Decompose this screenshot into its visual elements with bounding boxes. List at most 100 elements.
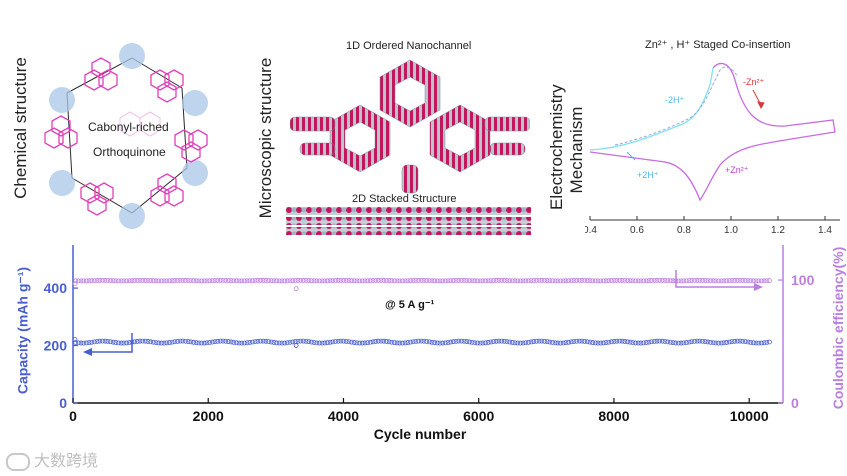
data-point [721, 340, 727, 346]
data-point [705, 278, 711, 284]
data-point [651, 278, 657, 283]
data-point [212, 278, 218, 283]
data-point [271, 278, 277, 284]
data-point [651, 338, 657, 344]
data-point [113, 340, 119, 345]
data-point [576, 278, 582, 283]
data-point [148, 339, 154, 345]
data-point [260, 338, 266, 344]
data-point [517, 278, 523, 284]
data-point [555, 278, 561, 284]
data-point [400, 340, 405, 346]
chemical-structure-drawing [44, 43, 208, 229]
data-point [678, 278, 684, 284]
data-point [303, 278, 309, 283]
data-point [480, 278, 486, 284]
data-point [493, 278, 499, 283]
data-point [751, 340, 756, 346]
data-point [207, 278, 213, 284]
data-point [625, 339, 630, 345]
data-point [201, 278, 207, 284]
data-point [525, 278, 531, 284]
data-point [761, 340, 767, 346]
data-point [684, 278, 689, 284]
data-point [737, 338, 743, 344]
data-point [231, 339, 237, 345]
data-point [475, 278, 480, 284]
data-point [381, 338, 387, 344]
data-point [525, 339, 531, 345]
data-point [576, 338, 582, 344]
data-point [764, 339, 770, 345]
data-point [515, 278, 521, 284]
data-point [279, 278, 285, 284]
data-point [504, 278, 510, 283]
data-point [102, 278, 108, 283]
stacked-caption: 2D Stacked Structure [352, 193, 457, 205]
data-point [536, 278, 542, 283]
chemical-center-line1: Cabonyl-riched [88, 120, 169, 134]
data-point [528, 339, 534, 345]
data-point [225, 278, 231, 283]
data-point [92, 278, 97, 283]
data-point [405, 340, 411, 345]
data-point [201, 340, 207, 346]
data-point [459, 278, 464, 283]
data-point [180, 278, 186, 283]
data-point [694, 278, 700, 283]
data-point [544, 278, 550, 283]
data-point [282, 278, 288, 284]
data-point [453, 278, 459, 283]
data-point [574, 278, 580, 283]
data-point [338, 338, 344, 344]
data-point [145, 278, 151, 283]
data-point [434, 340, 440, 346]
data-point [692, 278, 697, 283]
data-point [209, 339, 215, 345]
data-point [606, 278, 612, 284]
data-point [250, 278, 255, 284]
x-tick-label: 10000 [730, 408, 769, 424]
data-point [284, 278, 290, 284]
data-point [697, 338, 703, 344]
data-point [614, 278, 620, 283]
data-point [343, 278, 349, 283]
data-point [694, 338, 700, 344]
data-point [188, 278, 194, 284]
data-point [729, 339, 735, 345]
data-point [523, 340, 529, 346]
data-point [105, 278, 111, 283]
data-point [732, 338, 738, 344]
data-point [700, 278, 705, 283]
data-point [239, 340, 245, 346]
data-point [598, 278, 604, 284]
data-point [183, 278, 188, 283]
data-point [600, 278, 606, 284]
data-point [708, 339, 713, 345]
electrochem-label-line1: Electrochemistry [547, 84, 566, 210]
data-point [220, 278, 226, 283]
data-point [402, 340, 408, 346]
data-point [759, 278, 764, 284]
data-point [424, 278, 429, 283]
data-point [469, 339, 475, 345]
data-point [643, 340, 649, 345]
data-point [571, 339, 577, 344]
data-point [421, 278, 427, 283]
data-point [217, 338, 223, 344]
data-point [617, 278, 622, 283]
data-point [124, 278, 129, 284]
data-point [488, 339, 494, 345]
data-point [515, 340, 521, 346]
data-point [732, 278, 738, 283]
cv-x-tick: 0.4 [585, 225, 597, 236]
data-point [196, 340, 202, 346]
data-point [539, 278, 545, 283]
data-point [552, 278, 558, 284]
data-point [740, 338, 746, 344]
data-point [467, 339, 472, 345]
anno-plus-zn: +Zn²⁺ [725, 165, 749, 175]
data-point [734, 278, 740, 283]
data-point [121, 340, 127, 346]
data-point [167, 278, 172, 284]
